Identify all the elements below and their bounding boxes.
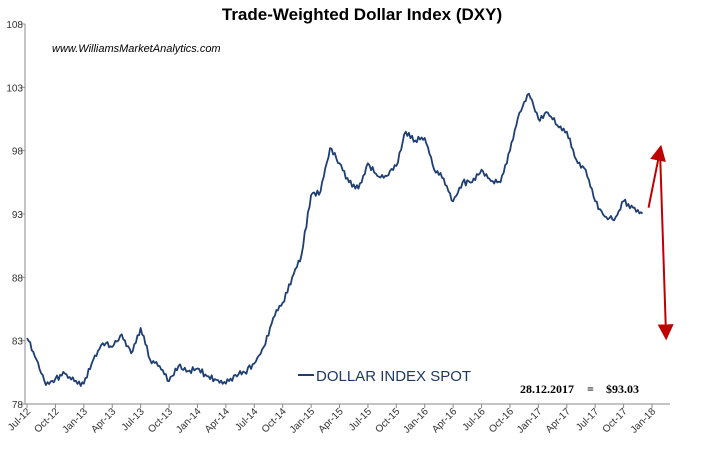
x-tick-label: Apr-17: [544, 406, 573, 435]
x-tick-label: Jan-15: [288, 406, 318, 436]
x-tick-label: Jan-14: [174, 406, 204, 436]
y-tick-label: 83: [12, 337, 24, 348]
forecast-arrow: [647, 144, 666, 208]
y-tick-label: 78: [12, 400, 24, 411]
legend: DOLLAR INDEX SPOT: [298, 368, 471, 385]
x-tick-label: Oct-17: [601, 406, 630, 435]
y-tick-label: 103: [6, 83, 23, 94]
x-tick-label: Apr-16: [430, 406, 459, 435]
y-tick-label: 93: [12, 210, 24, 221]
annotation-value: $93.03: [606, 382, 639, 396]
x-tick-label: Jul-14: [233, 406, 260, 433]
annotation-date: 28.12.2017: [520, 382, 574, 396]
x-tick-label: Jan-18: [629, 406, 659, 436]
chart-title: Trade-Weighted Dollar Index (DXY): [222, 5, 502, 24]
y-tick-label: 108: [6, 20, 23, 31]
x-tick-label: Apr-13: [89, 406, 118, 435]
x-tick-label: Oct-12: [33, 406, 62, 435]
price-annotation: 28.12.2017 = $93.03: [520, 382, 639, 396]
x-tick-label: Oct-14: [260, 406, 289, 435]
watermark-url: www.WilliamsMarketAnalytics.com: [52, 43, 221, 55]
x-tick-label: Jul-15: [347, 406, 374, 433]
x-tick-label: Jul-13: [120, 406, 147, 433]
x-tick-label: Apr-15: [317, 406, 346, 435]
x-tick-label: Jul-16: [461, 406, 488, 433]
x-tick-label: Oct-13: [146, 406, 175, 435]
x-tick-label: Jan-17: [515, 406, 545, 436]
series-line-dollar-index-spot: [26, 92, 644, 387]
y-tick-group: 78 83 88 93 98 103 108: [6, 20, 25, 411]
x-tick-label: Jul-17: [574, 406, 601, 433]
x-tick-label: Jan-16: [401, 406, 431, 436]
annotation-separator: =: [587, 382, 594, 396]
forecast-arrows: [647, 144, 674, 341]
y-tick-label: 88: [12, 273, 24, 284]
x-tick-label: Apr-14: [203, 406, 232, 435]
y-tick-label: 98: [12, 147, 24, 158]
x-tick-group: Jul-12 Oct-12 Jan-13 Apr-13 Jul-13 Oct-13 Jan-…: [6, 404, 658, 436]
x-tick-label: Oct-16: [487, 406, 516, 435]
legend-label: DOLLAR INDEX SPOT: [316, 368, 471, 385]
forecast-arrow: [657, 150, 674, 341]
x-tick-label: Jan-13: [61, 406, 91, 436]
x-tick-label: Oct-15: [373, 406, 402, 435]
